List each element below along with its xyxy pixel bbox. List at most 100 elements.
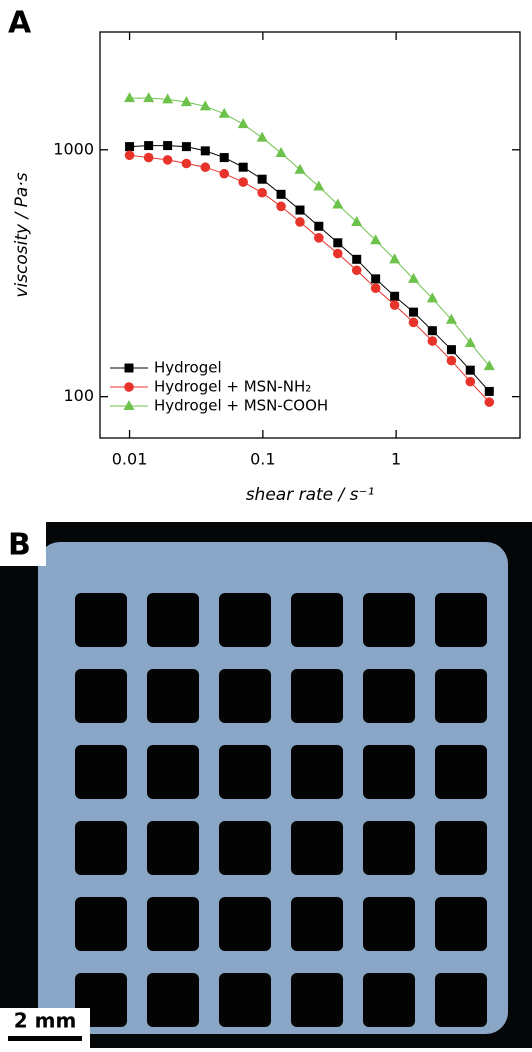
grid-hole	[363, 745, 415, 799]
data-point	[389, 253, 401, 264]
data-point	[408, 317, 419, 328]
data-point	[351, 215, 363, 226]
data-point	[199, 100, 211, 111]
grid-hole	[147, 593, 199, 647]
data-point	[427, 326, 437, 336]
grid-hole	[363, 821, 415, 875]
grid-hole	[219, 821, 271, 875]
grid-hole	[435, 897, 487, 951]
data-point	[200, 146, 210, 156]
data-point	[294, 163, 306, 174]
data-point	[276, 189, 286, 199]
grid-hole	[363, 973, 415, 1027]
y-tick-label: 1000	[53, 139, 94, 158]
grid-hole	[75, 821, 127, 875]
grid-hole	[363, 669, 415, 723]
grid-hole	[291, 897, 343, 951]
data-point	[275, 147, 287, 158]
grid-hole	[219, 745, 271, 799]
x-tick-label: 0.1	[250, 450, 275, 469]
panel-label: B	[8, 528, 31, 563]
legend-marker	[124, 363, 134, 373]
x-tick-label: 0.01	[112, 450, 148, 469]
data-point	[181, 142, 191, 152]
y-axis-label: viscosity / Pa·s	[12, 172, 32, 297]
data-point	[408, 307, 418, 317]
data-point	[445, 313, 457, 324]
photo	[0, 522, 532, 1048]
data-point	[144, 141, 154, 151]
series-line	[129, 97, 490, 367]
data-point	[427, 336, 438, 346]
data-point	[143, 92, 155, 103]
data-point	[390, 291, 400, 301]
plot-frame	[99, 31, 521, 439]
grid-hole	[75, 897, 127, 951]
data-point	[257, 187, 267, 198]
data-point	[181, 158, 192, 169]
data-point	[143, 152, 154, 163]
grid-hole	[75, 745, 127, 799]
data-point	[314, 233, 324, 243]
scale-bar	[8, 1036, 82, 1041]
grid-hole	[147, 745, 199, 799]
data-point	[295, 205, 305, 215]
grid-hole	[147, 897, 199, 951]
legend-marker	[124, 382, 134, 392]
grid-hole	[435, 593, 487, 647]
data-point	[180, 96, 192, 107]
data-point	[446, 345, 456, 355]
data-point	[333, 238, 343, 248]
data-point	[295, 217, 305, 227]
grid-hole	[219, 669, 271, 723]
series-line	[129, 145, 490, 392]
grid-hole	[291, 745, 343, 799]
grid-hole	[435, 821, 487, 875]
data-point	[484, 397, 495, 407]
data-point	[162, 93, 174, 104]
data-point	[407, 272, 419, 283]
legend-label: Hydrogel	[154, 359, 222, 377]
legend-marker	[123, 400, 135, 410]
grid-hole	[435, 973, 487, 1027]
data-point	[125, 142, 135, 152]
scale-bar-label: 2 mm	[14, 1009, 77, 1033]
data-point	[162, 155, 173, 165]
data-point	[446, 355, 457, 366]
data-point	[313, 180, 325, 191]
grid-hole	[363, 897, 415, 951]
data-point	[351, 265, 362, 276]
data-point	[370, 234, 382, 245]
grid-hole	[219, 897, 271, 951]
grid-hole	[291, 821, 343, 875]
data-point	[219, 168, 230, 179]
data-point	[124, 150, 135, 161]
grid-hole	[291, 593, 343, 647]
grid-hole	[75, 669, 127, 723]
data-point	[238, 177, 248, 187]
data-point	[256, 131, 268, 142]
grid-hole	[435, 669, 487, 723]
data-point	[219, 153, 229, 163]
grid-hole	[219, 973, 271, 1027]
grid-hole	[147, 821, 199, 875]
data-point	[163, 141, 173, 151]
data-point	[465, 365, 475, 375]
data-point	[352, 254, 362, 264]
data-point	[276, 201, 286, 212]
x-tick-label: 1	[391, 450, 401, 469]
data-point	[426, 292, 438, 303]
grid-hole	[291, 669, 343, 723]
data-point	[371, 274, 381, 284]
grid-hole	[75, 593, 127, 647]
panel-label: A	[8, 6, 32, 41]
y-tick-label: 100	[63, 386, 94, 405]
legend-label: Hydrogel + MSN-COOH	[154, 397, 328, 415]
legend-label: Hydrogel + MSN-NH₂	[154, 378, 311, 396]
data-point	[332, 198, 344, 209]
data-point	[314, 221, 324, 231]
data-point	[124, 92, 136, 103]
data-point	[218, 107, 230, 118]
